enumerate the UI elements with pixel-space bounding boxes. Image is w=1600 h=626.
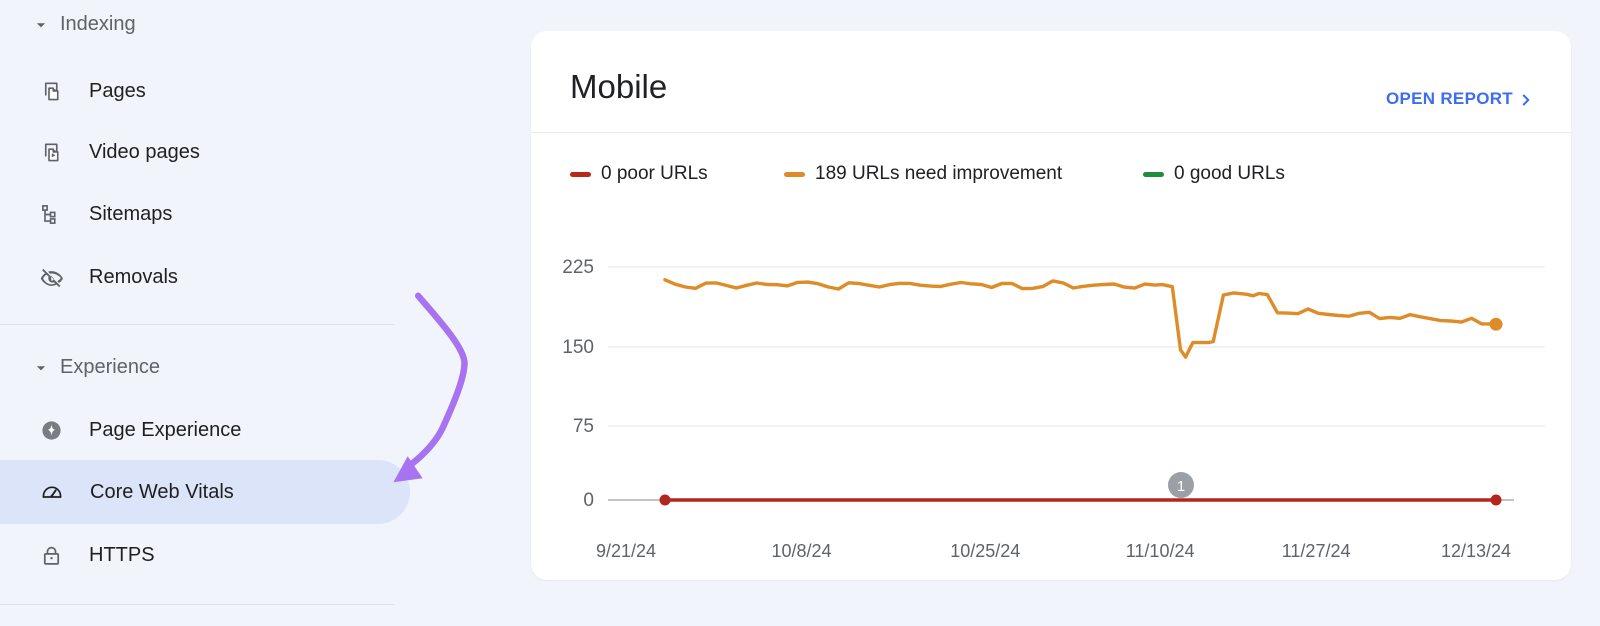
svg-text:9/21/24: 9/21/24	[596, 541, 656, 561]
svg-text:12/13/24: 12/13/24	[1441, 541, 1511, 561]
svg-text:75: 75	[573, 416, 594, 437]
svg-text:10/8/24: 10/8/24	[772, 541, 832, 561]
svg-text:150: 150	[562, 337, 594, 358]
svg-text:0: 0	[583, 490, 594, 511]
svg-text:11/10/24: 11/10/24	[1126, 541, 1195, 561]
svg-text:10/25/24: 10/25/24	[950, 541, 1020, 561]
svg-text:1: 1	[1177, 478, 1185, 495]
svg-text:225: 225	[562, 257, 594, 278]
svg-text:11/27/24: 11/27/24	[1282, 541, 1351, 561]
